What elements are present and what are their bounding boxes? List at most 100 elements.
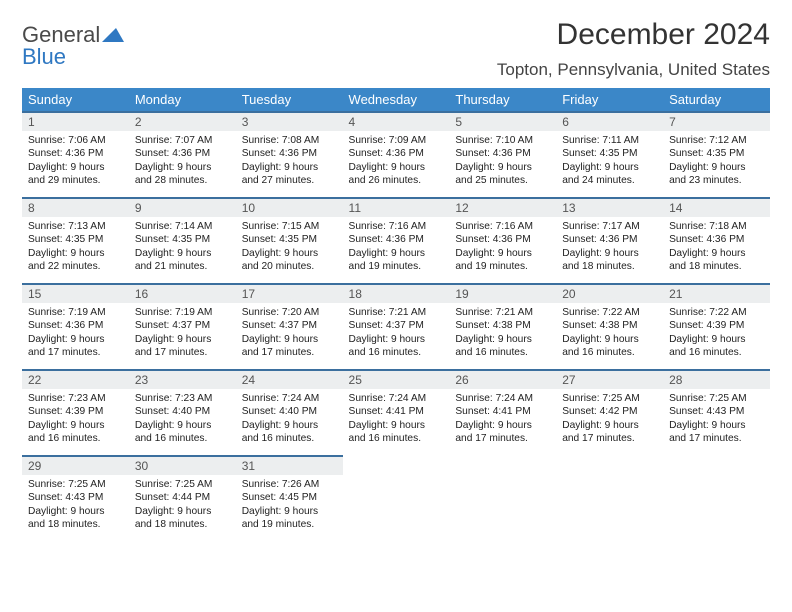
daylight-line-2: and 19 minutes. [242, 518, 337, 531]
daylight-line-2: and 25 minutes. [455, 174, 550, 187]
daylight-line-1: Daylight: 9 hours [135, 419, 230, 432]
day-details: Sunrise: 7:21 AMSunset: 4:37 PMDaylight:… [343, 303, 450, 363]
sunset-text: Sunset: 4:37 PM [349, 319, 444, 332]
daylight-line-1: Daylight: 9 hours [349, 247, 444, 260]
day-number: 11 [343, 197, 450, 217]
day-number: 16 [129, 283, 236, 303]
sunset-text: Sunset: 4:36 PM [455, 147, 550, 160]
sunrise-text: Sunrise: 7:25 AM [135, 478, 230, 491]
daylight-line-1: Daylight: 9 hours [562, 419, 657, 432]
daylight-line-2: and 19 minutes. [349, 260, 444, 273]
sunset-text: Sunset: 4:44 PM [135, 491, 230, 504]
calendar-empty-cell [556, 455, 663, 541]
calendar-day-cell: 21Sunrise: 7:22 AMSunset: 4:39 PMDayligh… [663, 283, 770, 369]
sunrise-text: Sunrise: 7:24 AM [455, 392, 550, 405]
day-details: Sunrise: 7:11 AMSunset: 4:35 PMDaylight:… [556, 131, 663, 191]
sunrise-text: Sunrise: 7:08 AM [242, 134, 337, 147]
calendar-day-cell: 7Sunrise: 7:12 AMSunset: 4:35 PMDaylight… [663, 111, 770, 197]
sunset-text: Sunset: 4:37 PM [135, 319, 230, 332]
sunrise-text: Sunrise: 7:21 AM [455, 306, 550, 319]
day-details: Sunrise: 7:07 AMSunset: 4:36 PMDaylight:… [129, 131, 236, 191]
sunrise-text: Sunrise: 7:22 AM [669, 306, 764, 319]
daylight-line-2: and 26 minutes. [349, 174, 444, 187]
day-details: Sunrise: 7:25 AMSunset: 4:42 PMDaylight:… [556, 389, 663, 449]
day-number: 21 [663, 283, 770, 303]
sunset-text: Sunset: 4:36 PM [28, 147, 123, 160]
weekday-header: Monday [129, 88, 236, 111]
sunset-text: Sunset: 4:35 PM [28, 233, 123, 246]
daylight-line-2: and 20 minutes. [242, 260, 337, 273]
daylight-line-1: Daylight: 9 hours [455, 161, 550, 174]
daylight-line-1: Daylight: 9 hours [28, 333, 123, 346]
calendar-day-cell: 4Sunrise: 7:09 AMSunset: 4:36 PMDaylight… [343, 111, 450, 197]
day-number: 24 [236, 369, 343, 389]
sunset-text: Sunset: 4:36 PM [349, 147, 444, 160]
calendar-week-row: 29 Sunrise: 7:25 AM Sunset: 4:43 PM Dayligh… [22, 455, 770, 541]
daylight-line-2: and 19 minutes. [455, 260, 550, 273]
weekday-header: Sunday [22, 88, 129, 111]
daylight-line-1: Daylight: 9 hours [242, 247, 337, 260]
daylight-line-1: Daylight: 9 hours [562, 333, 657, 346]
sunrise-text: Sunrise: 7:17 AM [562, 220, 657, 233]
sunrise-text: Sunrise: 7:23 AM [135, 392, 230, 405]
calendar-header-row: SundayMondayTuesdayWednesdayThursdayFrid… [22, 88, 770, 111]
calendar-day-cell: 20Sunrise: 7:22 AMSunset: 4:38 PMDayligh… [556, 283, 663, 369]
sunset-text: Sunset: 4:39 PM [669, 319, 764, 332]
sunset-text: Sunset: 4:43 PM [28, 491, 123, 504]
daylight-line-2: and 17 minutes. [28, 346, 123, 359]
daylight-line-2: and 27 minutes. [242, 174, 337, 187]
day-details: Sunrise: 7:16 AMSunset: 4:36 PMDaylight:… [343, 217, 450, 277]
calendar-day-cell: 14Sunrise: 7:18 AMSunset: 4:36 PMDayligh… [663, 197, 770, 283]
daylight-line-1: Daylight: 9 hours [28, 419, 123, 432]
calendar-day-cell: 28Sunrise: 7:25 AMSunset: 4:43 PMDayligh… [663, 369, 770, 455]
calendar-day-cell: 15Sunrise: 7:19 AMSunset: 4:36 PMDayligh… [22, 283, 129, 369]
sunset-text: Sunset: 4:41 PM [455, 405, 550, 418]
sunrise-text: Sunrise: 7:24 AM [349, 392, 444, 405]
sunset-text: Sunset: 4:36 PM [349, 233, 444, 246]
daylight-line-1: Daylight: 9 hours [135, 505, 230, 518]
sunset-text: Sunset: 4:35 PM [242, 233, 337, 246]
calendar-day-cell: 16Sunrise: 7:19 AMSunset: 4:37 PMDayligh… [129, 283, 236, 369]
daylight-line-2: and 24 minutes. [562, 174, 657, 187]
sunrise-text: Sunrise: 7:21 AM [349, 306, 444, 319]
daylight-line-2: and 18 minutes. [562, 260, 657, 273]
daylight-line-2: and 17 minutes. [562, 432, 657, 445]
day-details: Sunrise: 7:23 AMSunset: 4:40 PMDaylight:… [129, 389, 236, 449]
calendar-week-row: 22Sunrise: 7:23 AMSunset: 4:39 PMDayligh… [22, 369, 770, 455]
brand-logo: General Blue [22, 24, 124, 68]
sunrise-text: Sunrise: 7:18 AM [669, 220, 764, 233]
calendar-day-cell: 27Sunrise: 7:25 AMSunset: 4:42 PMDayligh… [556, 369, 663, 455]
sunset-text: Sunset: 4:40 PM [135, 405, 230, 418]
brand-word-2: Blue [22, 44, 66, 69]
weekday-header: Saturday [663, 88, 770, 111]
calendar-week-row: 15Sunrise: 7:19 AMSunset: 4:36 PMDayligh… [22, 283, 770, 369]
daylight-line-1: Daylight: 9 hours [135, 333, 230, 346]
daylight-line-1: Daylight: 9 hours [562, 247, 657, 260]
calendar-week-row: 1Sunrise: 7:06 AMSunset: 4:36 PMDaylight… [22, 111, 770, 197]
day-number: 15 [22, 283, 129, 303]
sunrise-text: Sunrise: 7:20 AM [242, 306, 337, 319]
day-number: 29 [22, 455, 129, 475]
day-number: 10 [236, 197, 343, 217]
day-details: Sunrise: 7:10 AMSunset: 4:36 PMDaylight:… [449, 131, 556, 191]
daylight-line-1: Daylight: 9 hours [28, 161, 123, 174]
day-number: 19 [449, 283, 556, 303]
day-details: Sunrise: 7:25 AMSunset: 4:44 PMDaylight:… [129, 475, 236, 535]
sunset-text: Sunset: 4:37 PM [242, 319, 337, 332]
sunrise-text: Sunrise: 7:13 AM [28, 220, 123, 233]
daylight-line-2: and 16 minutes. [349, 346, 444, 359]
calendar-day-cell: 1Sunrise: 7:06 AMSunset: 4:36 PMDaylight… [22, 111, 129, 197]
daylight-line-1: Daylight: 9 hours [349, 419, 444, 432]
sunrise-text: Sunrise: 7:26 AM [242, 478, 337, 491]
calendar-day-cell: 25Sunrise: 7:24 AMSunset: 4:41 PMDayligh… [343, 369, 450, 455]
daylight-line-2: and 21 minutes. [135, 260, 230, 273]
day-details: Sunrise: 7:09 AMSunset: 4:36 PMDaylight:… [343, 131, 450, 191]
day-details: Sunrise: 7:21 AMSunset: 4:38 PMDaylight:… [449, 303, 556, 363]
day-details: Sunrise: 7:22 AMSunset: 4:39 PMDaylight:… [663, 303, 770, 363]
calendar-day-cell: 10Sunrise: 7:15 AMSunset: 4:35 PMDayligh… [236, 197, 343, 283]
day-details: Sunrise: 7:23 AMSunset: 4:39 PMDaylight:… [22, 389, 129, 449]
day-number: 4 [343, 111, 450, 131]
sunrise-text: Sunrise: 7:14 AM [135, 220, 230, 233]
day-details: Sunrise: 7:22 AMSunset: 4:38 PMDaylight:… [556, 303, 663, 363]
day-number: 28 [663, 369, 770, 389]
